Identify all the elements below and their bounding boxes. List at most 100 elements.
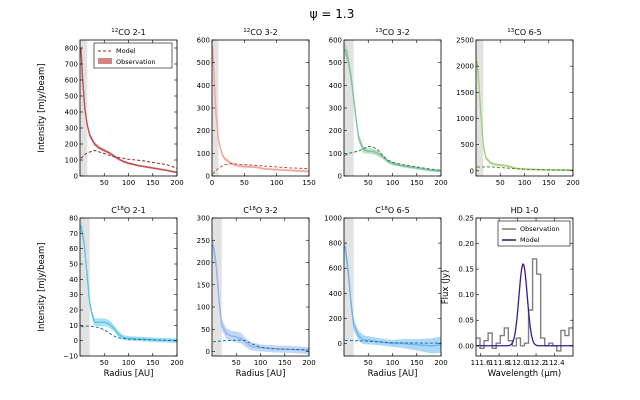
y-tick-label: −10 xyxy=(63,353,78,361)
shaded-region xyxy=(344,40,354,176)
observation-band xyxy=(344,238,441,354)
x-tick-label: 100 xyxy=(270,179,283,187)
panel-3: 50 100 150 200 0 100 200 300 400 500 600 13CO 3-2 xyxy=(329,28,448,187)
y-tick-label: 30 xyxy=(69,291,78,299)
x-tick-label: 200 xyxy=(434,179,447,187)
y-tick-label: 0 xyxy=(338,340,342,348)
y-tick-label: 50 xyxy=(201,326,210,334)
shaded-region xyxy=(212,218,222,356)
x-tick-label: 100 xyxy=(122,359,135,367)
x-tick-label: 150 xyxy=(542,179,555,187)
observation-line xyxy=(80,47,177,174)
y-tick-label: 150 xyxy=(197,281,210,289)
y-tick-label: 300 xyxy=(329,105,342,113)
y-tick-label: 0.20 xyxy=(458,240,474,248)
panel-6: 50 100 150 200 0 50 100 150 200 250 300 C18O 3-2 Rad… xyxy=(197,206,316,379)
model-line xyxy=(344,339,441,344)
y-tick-label: 500 xyxy=(329,59,342,67)
x-tick-label: 50 xyxy=(496,179,505,187)
panel-title: HD 1-0 xyxy=(511,206,539,215)
panel-title: C18O 3-2 xyxy=(243,206,278,215)
observation-band xyxy=(212,236,309,355)
observation-line xyxy=(344,245,441,347)
y-tick-label: 300 xyxy=(197,105,210,113)
x-tick-label: 100 xyxy=(386,179,399,187)
x-tick-label: 200 xyxy=(170,359,183,367)
shaded-region xyxy=(80,40,88,176)
axes-frame xyxy=(211,39,310,177)
x-tick-label: 0 xyxy=(210,179,214,187)
x-tick-label: 200 xyxy=(566,179,579,187)
model-line xyxy=(80,325,177,342)
y-tick-label: 40 xyxy=(69,276,78,284)
observation-line xyxy=(212,46,309,173)
y-axis-label: Intensity [mJy/beam] xyxy=(37,63,47,152)
y-tick-label: 100 xyxy=(329,150,342,158)
observation-line xyxy=(212,244,309,352)
y-tick-label: 250 xyxy=(197,237,210,245)
legend: Observation Model xyxy=(497,220,571,247)
x-tick-label: 200 xyxy=(170,179,183,187)
plot-area xyxy=(476,258,573,352)
y-tick-label: 500 xyxy=(65,93,78,101)
x-tick-label: 100 xyxy=(386,359,399,367)
y-tick-label: 0 xyxy=(206,348,210,356)
y-tick-label: 500 xyxy=(197,59,210,67)
y-tick-label: 300 xyxy=(197,215,210,223)
observation-band xyxy=(344,42,441,173)
model-line xyxy=(212,339,309,351)
plot-area xyxy=(344,218,441,356)
y-tick-label: 600 xyxy=(329,37,342,45)
x-tick-label: 200 xyxy=(302,359,315,367)
y-tick-label: 400 xyxy=(329,82,342,90)
panel-title: C18O 2-1 xyxy=(111,206,146,215)
legend: Model Observation xyxy=(93,42,173,69)
plot-area xyxy=(80,218,177,356)
y-tick-label: 200 xyxy=(65,141,78,149)
legend-model-label: Model xyxy=(520,236,540,244)
legend-observation-label: Observation xyxy=(520,225,560,233)
y-tick-label: 500 xyxy=(461,141,474,149)
y-tick-label: 100 xyxy=(197,304,210,312)
x-tick-label: 112.4 xyxy=(545,359,566,367)
plot-area xyxy=(212,40,309,176)
observation-band xyxy=(476,56,573,172)
y-tick-label: 200 xyxy=(197,259,210,267)
plot-area xyxy=(476,40,573,176)
y-tick-label: 600 xyxy=(329,265,342,273)
y-tick-label: 70 xyxy=(69,230,78,238)
panel-title: C18O 6-5 xyxy=(375,206,410,215)
panel-title: 13CO 6-5 xyxy=(507,28,542,37)
panel-7: 50 100 150 200 0 200 400 600 800 1000 C18O 6-5 Radi… xyxy=(324,206,448,379)
x-tick-label: 150 xyxy=(278,359,291,367)
y-tick-label: 0.00 xyxy=(458,342,474,350)
x-tick-label: 150 xyxy=(410,179,423,187)
legend-observation-label: Observation xyxy=(116,58,156,66)
x-tick-label: 200 xyxy=(434,359,447,367)
shaded-region xyxy=(344,218,354,356)
observation-line xyxy=(344,48,441,172)
observation-band xyxy=(80,219,177,343)
x-tick-label: 111.8 xyxy=(489,359,509,367)
panel-1: 50 100 150 200 0 100 200 300 400 500 600 700 800 12CO… xyxy=(37,28,184,187)
x-tick-label: 112.2 xyxy=(526,359,546,367)
model-line xyxy=(344,146,441,171)
plot-area xyxy=(80,40,177,176)
panel-title: 12CO 3-2 xyxy=(243,28,278,37)
x-tick-label: 50 xyxy=(364,179,373,187)
y-tick-label: 1000 xyxy=(324,215,342,223)
figure-suptitle: ψ = 1.3 xyxy=(310,7,355,21)
model-line xyxy=(80,149,177,169)
x-tick-label: 111.6 xyxy=(471,359,492,367)
x-axis-label: Radius [AU] xyxy=(104,369,154,379)
y-tick-label: 0 xyxy=(74,173,78,181)
observation-band xyxy=(212,41,309,173)
panel-title: 12CO 2-1 xyxy=(111,28,146,37)
legend-observation-swatch xyxy=(98,58,112,64)
axes-frame xyxy=(79,217,178,357)
y-tick-label: 2000 xyxy=(456,63,474,71)
shaded-region xyxy=(476,40,484,176)
x-tick-label: 100 xyxy=(122,179,135,187)
hd-model-line xyxy=(476,263,573,347)
